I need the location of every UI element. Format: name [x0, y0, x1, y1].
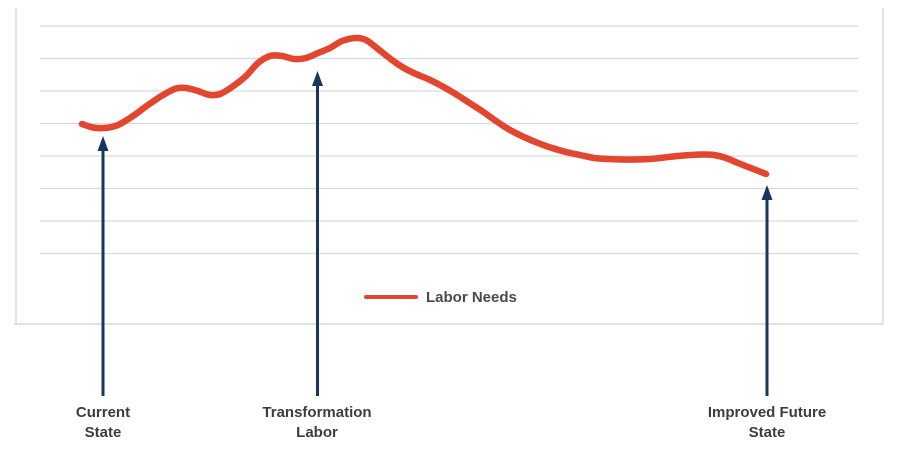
up-arrow-head-icon: [761, 185, 773, 200]
legend-line-swatch: [364, 295, 418, 299]
annotation-text-line1: Current: [75, 404, 131, 421]
annotation-text-line1: Transformation: [262, 404, 372, 421]
legend: Labor Needs: [364, 288, 517, 306]
up-arrow-head-icon: [97, 136, 109, 151]
annotation-text-line1: Improved Future: [707, 404, 827, 421]
legend-label: Labor Needs: [426, 288, 517, 306]
up-arrow-head-icon: [312, 71, 323, 86]
annotation-text-line2: State: [84, 424, 122, 441]
annotation-label-improved-future-state: Improved Future State: [657, 403, 877, 443]
annotation-label-transformation-labor: Transformation Labor: [207, 403, 427, 443]
labor-needs-line: [78, 34, 770, 178]
annotation-text-line2: State: [748, 424, 786, 441]
annotation-text-line2: Labor: [296, 424, 338, 441]
annotation-label-current-state: Current State: [0, 403, 213, 443]
